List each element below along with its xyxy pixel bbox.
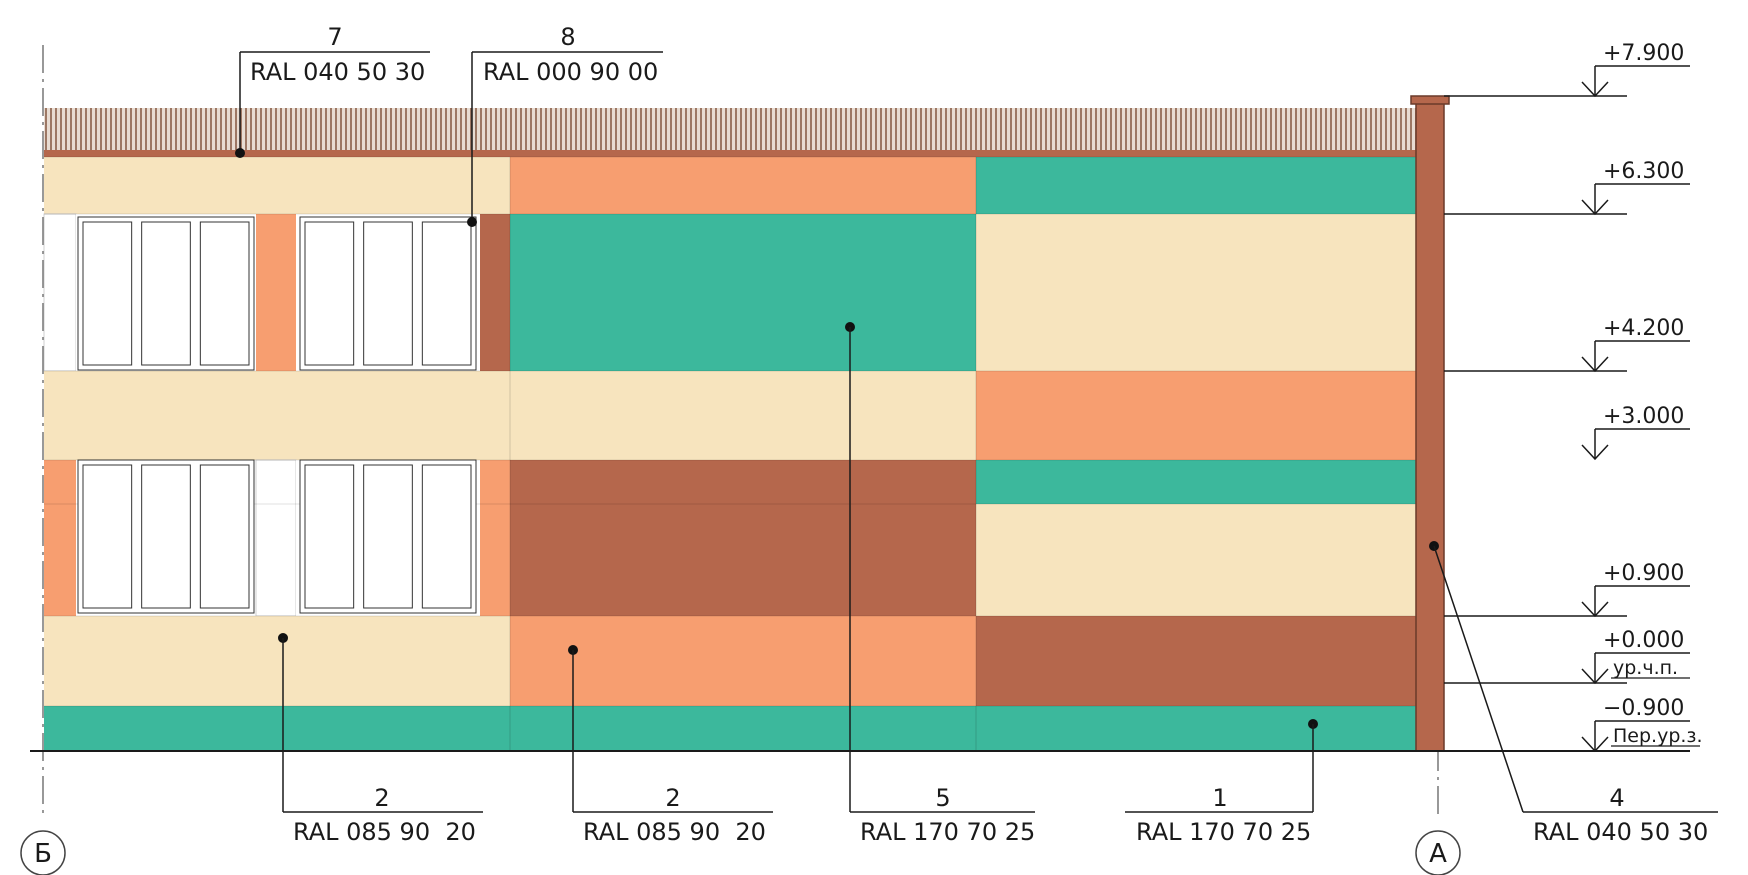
callout-bottom-5: 4 RAL 040 50 30 bbox=[1429, 541, 1718, 846]
axis-marker-right: А bbox=[1415, 830, 1461, 875]
leader-dot bbox=[235, 148, 245, 158]
panel-teal bbox=[976, 157, 1416, 214]
window-sash bbox=[421, 464, 472, 609]
level-mark: +3.000 bbox=[1581, 404, 1690, 461]
level-note: Пер.ур.з. bbox=[1613, 725, 1703, 747]
callout-bottom-1: 2 RAL 085 90 20 bbox=[278, 633, 483, 846]
level-value: +7.900 bbox=[1603, 41, 1684, 66]
callout-number: 1 bbox=[1212, 784, 1227, 812]
callout-bottom-4: 1 RAL 170 70 25 bbox=[1125, 719, 1318, 846]
panel-peach bbox=[510, 616, 976, 706]
level-mark: +0.000 ур.ч.п. bbox=[1444, 628, 1690, 685]
panel-peach bbox=[976, 371, 1416, 460]
level-note: ур.ч.п. bbox=[1613, 657, 1678, 679]
panel-peach bbox=[480, 460, 510, 616]
pilaster-cap bbox=[1410, 95, 1450, 105]
callout-ral-code: RAL 170 70 25 bbox=[860, 818, 1035, 846]
window-sash bbox=[141, 464, 191, 609]
axis-letter: Б bbox=[34, 839, 52, 869]
window-unit bbox=[299, 216, 477, 371]
panel-peach bbox=[256, 214, 296, 371]
axis-letter: А bbox=[1429, 839, 1447, 869]
panel-white bbox=[255, 459, 297, 617]
panel-teal bbox=[510, 214, 976, 371]
level-mark: −0.900 Пер.ур.з. bbox=[1581, 696, 1703, 753]
window-sash bbox=[363, 221, 413, 366]
callout-ral-code: RAL 085 90 20 bbox=[293, 818, 476, 846]
callout-ral-code: RAL 085 90 20 bbox=[583, 818, 766, 846]
callout-number: 5 bbox=[935, 784, 950, 812]
level-mark: +7.900 bbox=[1444, 41, 1690, 98]
window-sash bbox=[82, 464, 133, 609]
callout-number: 7 bbox=[327, 23, 342, 51]
callout-bottom-3: 5 RAL 170 70 25 bbox=[845, 322, 1035, 846]
panel-cream bbox=[510, 371, 976, 460]
panel-cream bbox=[44, 371, 510, 460]
window-sash bbox=[141, 221, 191, 366]
roof-parapet-hatch bbox=[44, 108, 1416, 150]
callout-number: 2 bbox=[374, 784, 389, 812]
leader-dot bbox=[467, 217, 477, 227]
axis-marker-left: Б bbox=[20, 830, 66, 875]
panel-teal bbox=[44, 706, 510, 751]
panel-cream bbox=[44, 616, 510, 706]
level-value: +0.000 bbox=[1603, 628, 1684, 653]
panel-brown bbox=[510, 460, 976, 616]
callout-ral-code: RAL 040 50 30 bbox=[250, 58, 425, 86]
window-sash bbox=[199, 464, 250, 609]
level-value: +0.900 bbox=[1603, 561, 1684, 586]
callout-top-left: 7 RAL 040 50 30 bbox=[235, 23, 430, 158]
roof-edge-line bbox=[44, 150, 1416, 157]
panel-peach bbox=[44, 460, 76, 616]
panel-teal bbox=[510, 706, 976, 751]
callout-number: 8 bbox=[560, 23, 575, 51]
callout-ral-code: RAL 040 50 30 bbox=[1533, 818, 1708, 846]
window-unit bbox=[299, 459, 477, 614]
callout-top-right: 8 RAL 000 90 00 bbox=[467, 23, 663, 227]
panel-cream bbox=[976, 504, 1416, 616]
window-sash bbox=[304, 464, 355, 609]
level-value: +6.300 bbox=[1603, 159, 1684, 184]
level-value: +3.000 bbox=[1603, 404, 1684, 429]
window-sash bbox=[199, 221, 250, 366]
level-marks: +7.900 +6.300 +4.200 +3.000 +0. bbox=[1444, 41, 1703, 753]
windows bbox=[77, 216, 477, 614]
panel-peach bbox=[510, 157, 976, 214]
panel-cream bbox=[976, 214, 1416, 371]
level-mark: +0.900 bbox=[1444, 561, 1690, 618]
level-mark: +4.200 bbox=[1444, 316, 1690, 373]
pilaster-right bbox=[1415, 100, 1445, 752]
callout-number: 2 bbox=[665, 784, 680, 812]
window-sash bbox=[421, 221, 472, 366]
window-sash bbox=[363, 464, 413, 609]
callout-ral-code: RAL 170 70 25 bbox=[1136, 818, 1311, 846]
panel-teal bbox=[976, 460, 1416, 504]
level-value: +4.200 bbox=[1603, 316, 1684, 341]
panel-teal bbox=[976, 706, 1416, 751]
window-sash bbox=[304, 221, 355, 366]
panel-cream bbox=[44, 157, 510, 214]
window-sash bbox=[82, 221, 133, 366]
panel-brown bbox=[480, 214, 510, 371]
level-mark: +6.300 bbox=[1444, 159, 1690, 216]
callout-ral-code: RAL 000 90 00 bbox=[483, 58, 658, 86]
callout-bottom-2: 2 RAL 085 90 20 bbox=[568, 645, 773, 846]
window-unit bbox=[77, 459, 255, 614]
level-value: −0.900 bbox=[1603, 696, 1684, 721]
panel-white bbox=[43, 213, 77, 372]
callout-number: 4 bbox=[1609, 784, 1624, 812]
window-unit bbox=[77, 216, 255, 371]
panel-brown bbox=[976, 616, 1416, 706]
